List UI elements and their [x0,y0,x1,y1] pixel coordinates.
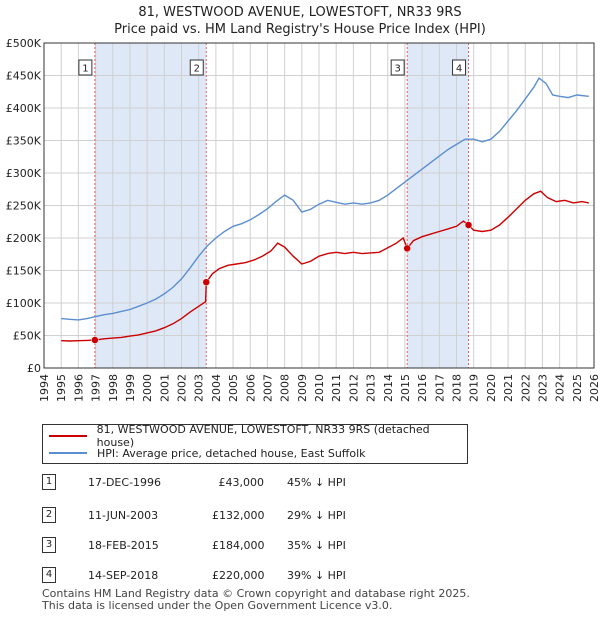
sale-price: £132,000 [212,509,265,522]
x-tick-label: 2003 [193,374,206,402]
x-tick-label: 2013 [365,374,378,402]
x-tick-label: 2026 [588,374,600,402]
x-tick-label: 2022 [519,374,532,402]
sale-number-badge: 2 [42,507,56,523]
x-tick-label: 2020 [485,374,498,402]
sale-label-number: 3 [394,64,400,75]
y-tick-label: £250K [6,200,42,213]
x-tick-label: 2016 [416,374,429,402]
footer: Contains HM Land Registry data © Crown c… [42,588,470,612]
x-tick-label: 1998 [107,374,120,402]
chart-title: 81, WESTWOOD AVENUE, LOWESTOFT, NR33 9RS… [0,4,600,38]
sale-row: 1 17-DEC-1996 £43,000 45% ↓ HPI [42,474,462,492]
x-tick-label: 1996 [72,374,85,402]
sale-number-badge: 1 [42,474,56,490]
x-tick-label: 2004 [210,374,223,402]
plot-frame [43,42,595,369]
legend-label-property: 81, WESTWOOD AVENUE, LOWESTOFT, NR33 9RS… [96,423,430,449]
x-tick-label: 2019 [468,374,481,402]
y-tick-label: £350K [6,135,42,148]
x-tick-label: 2011 [330,374,343,402]
sale-date: 14-SEP-2018 [88,569,159,582]
legend-swatch-hpi [49,452,87,454]
footer-line-1: Contains HM Land Registry data © Crown c… [42,587,470,600]
y-tick-label: £200K [6,232,42,245]
sale-number-badge: 4 [42,567,56,583]
legend-swatch-property [49,435,87,437]
x-tick-label: 2017 [433,374,446,402]
title-line-2: Price paid vs. HM Land Registry's House … [114,22,486,37]
x-tick-label: 2007 [261,374,274,402]
sale-point [91,336,99,344]
sale-price: £184,000 [212,539,265,552]
sale-date: 17-DEC-1996 [88,476,162,489]
y-tick-label: £300K [6,167,42,180]
x-tick-label: 2000 [141,374,154,402]
legend-label-hpi: HPI: Average price, detached house, East… [97,446,366,460]
sale-price: £43,000 [218,476,265,489]
property-series-line [61,190,589,342]
y-tick-label: £100K [6,297,42,310]
x-tick-label: 1995 [55,374,68,402]
y-tick-label: £450K [6,70,42,83]
title-line-1: 81, WESTWOOD AVENUE, LOWESTOFT, NR33 9RS [138,5,462,20]
sale-point [464,221,473,229]
sale-row: 2 11-JUN-2003 £132,000 29% ↓ HPI [42,507,462,525]
y-tick-label: £50K [13,330,42,343]
sale-label-box [78,59,93,76]
x-tick-label: 2018 [451,374,464,402]
sale-hpi-diff: 35% ↓ HPI [287,539,346,552]
x-tick-label: 2012 [347,374,360,402]
x-tick-label: 2025 [571,374,584,402]
x-tick-label: 2023 [536,374,549,402]
sale-hpi-diff: 39% ↓ HPI [287,569,346,582]
sale-hpi-diff: 29% ↓ HPI [287,509,346,522]
sale-label-number: 2 [194,64,200,75]
x-tick-label: 2021 [502,374,515,402]
sale-label-box [390,59,405,76]
hpi-series-line [61,77,589,321]
sale-label-number: 4 [456,64,462,75]
x-tick-label: 2001 [158,374,171,402]
legend-item-hpi: HPI: Average price, detached house, East… [49,445,366,461]
x-tick-label: 2002 [176,374,189,402]
x-tick-label: 2009 [296,374,309,402]
x-tick-label: 2024 [554,374,567,402]
sale-date: 18-FEB-2015 [88,539,159,552]
sale-row: 3 18-FEB-2015 £184,000 35% ↓ HPI [42,537,462,555]
x-tick-label: 2006 [244,374,257,402]
x-tick-label: 2014 [382,374,395,402]
sale-hpi-diff: 45% ↓ HPI [287,476,346,489]
legend: 81, WESTWOOD AVENUE, LOWESTOFT, NR33 9RS… [42,423,468,464]
sale-price: £220,000 [212,569,265,582]
x-tick-label: 2005 [227,374,240,402]
x-tick-label: 2015 [399,374,412,402]
footer-line-2: This data is licensed under the Open Gov… [42,599,393,612]
sale-row: 4 14-SEP-2018 £220,000 39% ↓ HPI [42,567,462,585]
y-tick-label: £0 [27,362,41,375]
chart-plot: 1 2 3 4 £0 £50K £100K £150K £200K £250K £300K £350… [6,37,600,402]
x-tick-label: 1997 [90,374,103,402]
x-tick-label: 1999 [124,374,137,402]
sale-number-badge: 3 [42,537,56,553]
x-tick-label: 2010 [313,374,326,402]
x-tick-label: 2008 [279,374,292,402]
sale-date: 11-JUN-2003 [88,509,159,522]
sale-label-number: 1 [82,64,88,75]
sale-point [202,278,210,286]
legend-item-property: 81, WESTWOOD AVENUE, LOWESTOFT, NR33 9RS… [49,423,467,449]
sale-point [403,244,411,253]
x-tick-label: 1994 [38,374,51,402]
sale-label-box [452,59,467,76]
y-tick-label: £150K [6,265,42,278]
sale-label-box [189,59,204,76]
y-tick-label: £400K [6,102,42,115]
y-tick-label: £500K [6,37,42,50]
